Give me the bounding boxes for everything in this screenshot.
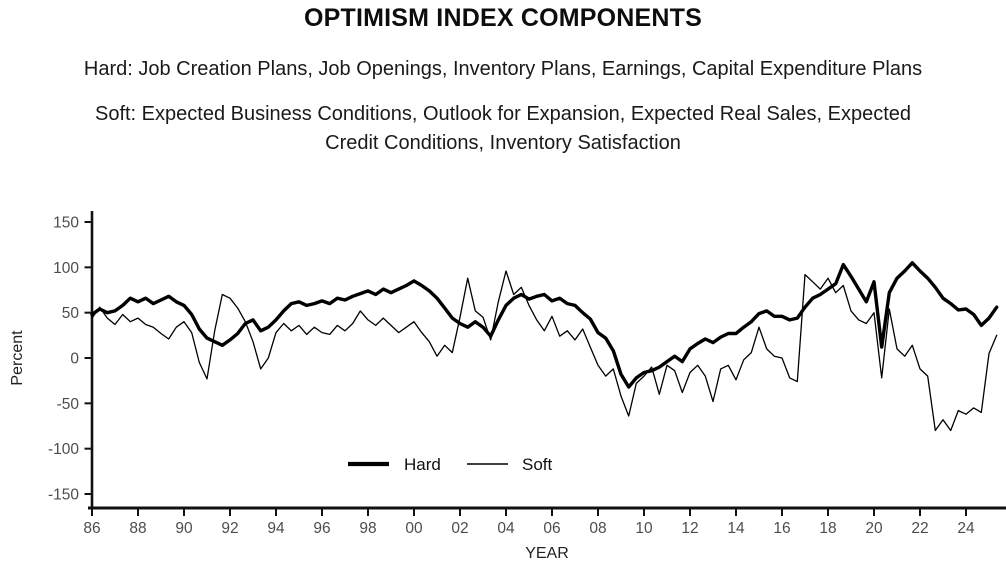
x-tick-label: 96 (313, 520, 330, 537)
x-axis-ticks: 86 88 90 92 94 96 98 00 02 04 06 08 10 12 14 16 18 20 22 24 (83, 508, 975, 537)
subtitle-hard-components: Hard: Job Creation Plans, Job Openings, … (83, 58, 923, 80)
x-tick-label: 06 (543, 520, 560, 537)
legend-hard-label: Hard (404, 455, 441, 474)
subtitle-soft-line2: Credit Conditions, Inventory Satisfactio… (325, 132, 681, 154)
y-tick-label: 100 (53, 260, 79, 277)
x-tick-label: 08 (589, 520, 606, 537)
chart-title: OPTIMISM INDEX COMPONENTS (303, 4, 703, 32)
y-axis-title: Percent (9, 330, 26, 386)
x-tick-label: 00 (405, 520, 423, 537)
hard-series-line (90, 261, 999, 389)
x-tick-label: 88 (129, 520, 146, 537)
y-tick-label: 50 (62, 305, 80, 322)
y-tick-label: 150 (53, 215, 79, 232)
soft-series-line (91, 270, 998, 432)
legend-soft-label: Soft (522, 455, 553, 474)
x-tick-label: 90 (175, 520, 193, 537)
x-tick-label: 10 (635, 520, 653, 537)
x-tick-label: 22 (911, 520, 928, 537)
x-tick-label: 94 (267, 520, 285, 537)
y-tick-label: -100 (48, 441, 79, 458)
x-tick-label: 16 (773, 520, 790, 537)
y-tick-label: 0 (70, 351, 79, 368)
x-tick-label: 24 (957, 520, 975, 537)
x-tick-label: 98 (359, 520, 376, 537)
x-axis-title: YEAR (525, 545, 569, 562)
x-tick-label: 86 (83, 520, 100, 537)
y-axis-ticks: 150 100 50 0 -50 -100 -150 (48, 215, 92, 504)
subtitle-soft-components: Soft: Expected Business Conditions, Outl… (0, 100, 1006, 158)
x-tick-label: 18 (819, 520, 836, 537)
y-tick-label: -50 (57, 396, 80, 413)
x-tick-label: 20 (865, 520, 883, 537)
subtitle-soft-line1: Soft: Expected Business Conditions, Outl… (94, 103, 911, 125)
legend: Hard Soft (348, 455, 553, 474)
series-lines (90, 261, 999, 432)
x-tick-label: 12 (681, 520, 698, 537)
x-tick-label: 14 (727, 520, 745, 537)
x-tick-label: 02 (451, 520, 468, 537)
x-tick-label: 92 (221, 520, 238, 537)
x-tick-label: 04 (497, 520, 515, 537)
y-tick-label: -150 (48, 487, 79, 504)
